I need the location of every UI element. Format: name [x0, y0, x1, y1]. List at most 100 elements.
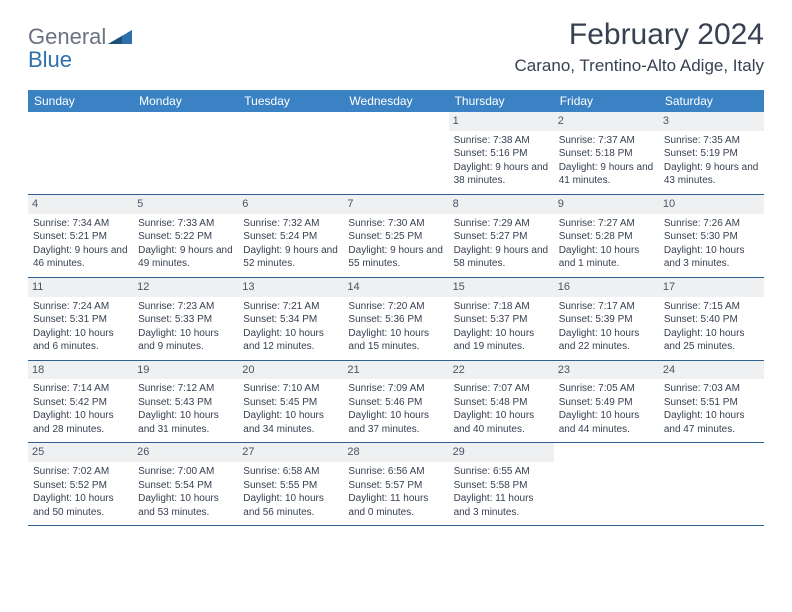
calendar-cell: 29Sunrise: 6:55 AMSunset: 5:58 PMDayligh… [449, 443, 554, 525]
calendar-cell: 17Sunrise: 7:15 AMSunset: 5:40 PMDayligh… [659, 278, 764, 360]
day-number: 5 [133, 195, 238, 214]
daylight-text: Daylight: 10 hours and 37 minutes. [348, 409, 443, 436]
weekday-header: Sunday [28, 90, 133, 112]
sunset-text: Sunset: 5:22 PM [138, 230, 233, 244]
sunrise-text: Sunrise: 7:12 AM [138, 382, 233, 396]
header: General Blue February 2024 Carano, Trent… [28, 18, 764, 76]
day-number: 20 [238, 361, 343, 380]
daylight-text: Daylight: 10 hours and 15 minutes. [348, 327, 443, 354]
sunset-text: Sunset: 5:48 PM [454, 396, 549, 410]
sunrise-text: Sunrise: 6:56 AM [348, 465, 443, 479]
day-number: 18 [28, 361, 133, 380]
calendar-cell: 19Sunrise: 7:12 AMSunset: 5:43 PMDayligh… [133, 361, 238, 443]
sunset-text: Sunset: 5:55 PM [243, 479, 338, 493]
daylight-text: Daylight: 10 hours and 22 minutes. [559, 327, 654, 354]
daylight-text: Daylight: 10 hours and 34 minutes. [243, 409, 338, 436]
title-block: February 2024 Carano, Trentino-Alto Adig… [515, 18, 764, 76]
sunset-text: Sunset: 5:37 PM [454, 313, 549, 327]
calendar-cell: 26Sunrise: 7:00 AMSunset: 5:54 PMDayligh… [133, 443, 238, 525]
sunset-text: Sunset: 5:51 PM [664, 396, 759, 410]
daylight-text: Daylight: 9 hours and 49 minutes. [138, 244, 233, 271]
calendar-week: 11Sunrise: 7:24 AMSunset: 5:31 PMDayligh… [28, 278, 764, 361]
weekday-header: Friday [554, 90, 659, 112]
sunset-text: Sunset: 5:42 PM [33, 396, 128, 410]
calendar-cell: 13Sunrise: 7:21 AMSunset: 5:34 PMDayligh… [238, 278, 343, 360]
day-number: 14 [343, 278, 448, 297]
sunrise-text: Sunrise: 7:15 AM [664, 300, 759, 314]
daylight-text: Daylight: 9 hours and 46 minutes. [33, 244, 128, 271]
sunset-text: Sunset: 5:45 PM [243, 396, 338, 410]
calendar-cell: 15Sunrise: 7:18 AMSunset: 5:37 PMDayligh… [449, 278, 554, 360]
daylight-text: Daylight: 10 hours and 50 minutes. [33, 492, 128, 519]
daylight-text: Daylight: 10 hours and 25 minutes. [664, 327, 759, 354]
sunset-text: Sunset: 5:28 PM [559, 230, 654, 244]
weekday-header: Monday [133, 90, 238, 112]
calendar: SundayMondayTuesdayWednesdayThursdayFrid… [28, 90, 764, 526]
sunset-text: Sunset: 5:31 PM [33, 313, 128, 327]
sunrise-text: Sunrise: 7:18 AM [454, 300, 549, 314]
calendar-cell-empty [343, 112, 448, 194]
day-number: 1 [449, 112, 554, 131]
calendar-cell: 16Sunrise: 7:17 AMSunset: 5:39 PMDayligh… [554, 278, 659, 360]
day-number: 2 [554, 112, 659, 131]
calendar-cell: 4Sunrise: 7:34 AMSunset: 5:21 PMDaylight… [28, 195, 133, 277]
daylight-text: Daylight: 9 hours and 52 minutes. [243, 244, 338, 271]
calendar-cell-empty [659, 443, 764, 525]
calendar-week: 25Sunrise: 7:02 AMSunset: 5:52 PMDayligh… [28, 443, 764, 526]
sunrise-text: Sunrise: 7:20 AM [348, 300, 443, 314]
day-number: 27 [238, 443, 343, 462]
calendar-cell: 7Sunrise: 7:30 AMSunset: 5:25 PMDaylight… [343, 195, 448, 277]
day-number: 9 [554, 195, 659, 214]
calendar-cell: 12Sunrise: 7:23 AMSunset: 5:33 PMDayligh… [133, 278, 238, 360]
day-number: 21 [343, 361, 448, 380]
sunrise-text: Sunrise: 7:24 AM [33, 300, 128, 314]
calendar-cell: 1Sunrise: 7:38 AMSunset: 5:16 PMDaylight… [449, 112, 554, 194]
sunrise-text: Sunrise: 6:55 AM [454, 465, 549, 479]
sunset-text: Sunset: 5:34 PM [243, 313, 338, 327]
logo: General Blue [28, 26, 132, 72]
sunrise-text: Sunrise: 7:32 AM [243, 217, 338, 231]
calendar-cell: 3Sunrise: 7:35 AMSunset: 5:19 PMDaylight… [659, 112, 764, 194]
sunrise-text: Sunrise: 7:10 AM [243, 382, 338, 396]
day-number: 17 [659, 278, 764, 297]
calendar-cell: 2Sunrise: 7:37 AMSunset: 5:18 PMDaylight… [554, 112, 659, 194]
calendar-cell-empty [133, 112, 238, 194]
sunrise-text: Sunrise: 7:37 AM [559, 134, 654, 148]
sunrise-text: Sunrise: 7:21 AM [243, 300, 338, 314]
day-number: 3 [659, 112, 764, 131]
day-number: 23 [554, 361, 659, 380]
daylight-text: Daylight: 10 hours and 53 minutes. [138, 492, 233, 519]
sunrise-text: Sunrise: 7:38 AM [454, 134, 549, 148]
daylight-text: Daylight: 9 hours and 43 minutes. [664, 161, 759, 188]
daylight-text: Daylight: 9 hours and 55 minutes. [348, 244, 443, 271]
calendar-cell: 11Sunrise: 7:24 AMSunset: 5:31 PMDayligh… [28, 278, 133, 360]
calendar-cell-empty [238, 112, 343, 194]
calendar-cell: 8Sunrise: 7:29 AMSunset: 5:27 PMDaylight… [449, 195, 554, 277]
day-number: 12 [133, 278, 238, 297]
calendar-cell: 22Sunrise: 7:07 AMSunset: 5:48 PMDayligh… [449, 361, 554, 443]
calendar-cell: 20 Sunrise: 7:10 AMSunset: 5:45 PMDayligh… [238, 361, 343, 443]
daylight-text: Daylight: 10 hours and 56 minutes. [243, 492, 338, 519]
daylight-text: Daylight: 9 hours and 58 minutes. [454, 244, 549, 271]
daylight-text: Daylight: 9 hours and 38 minutes. [454, 161, 549, 188]
daylight-text: Daylight: 10 hours and 9 minutes. [138, 327, 233, 354]
day-number: 24 [659, 361, 764, 380]
calendar-cell: 6Sunrise: 7:32 AMSunset: 5:24 PMDaylight… [238, 195, 343, 277]
sunset-text: Sunset: 5:57 PM [348, 479, 443, 493]
daylight-text: Daylight: 11 hours and 3 minutes. [454, 492, 549, 519]
logo-text-gray: General [28, 24, 106, 49]
day-number: 19 [133, 361, 238, 380]
calendar-cell: 10Sunrise: 7:26 AMSunset: 5:30 PMDayligh… [659, 195, 764, 277]
day-number: 7 [343, 195, 448, 214]
day-number: 4 [28, 195, 133, 214]
calendar-cell: 14Sunrise: 7:20 AMSunset: 5:36 PMDayligh… [343, 278, 448, 360]
sunset-text: Sunset: 5:43 PM [138, 396, 233, 410]
day-number: 26 [133, 443, 238, 462]
page-title: February 2024 [515, 18, 764, 52]
sunset-text: Sunset: 5:58 PM [454, 479, 549, 493]
sunrise-text: Sunrise: 6:58 AM [243, 465, 338, 479]
sunrise-text: Sunrise: 7:03 AM [664, 382, 759, 396]
calendar-week: 1Sunrise: 7:38 AMSunset: 5:16 PMDaylight… [28, 112, 764, 195]
weekday-header: Saturday [659, 90, 764, 112]
daylight-text: Daylight: 9 hours and 41 minutes. [559, 161, 654, 188]
